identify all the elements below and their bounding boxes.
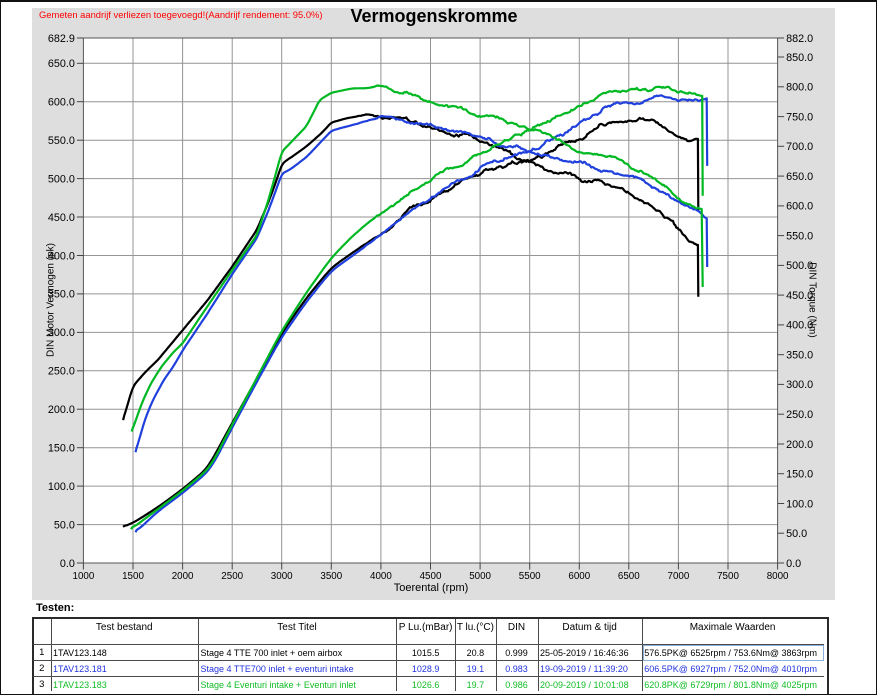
- svg-text:500.0: 500.0: [48, 173, 75, 185]
- svg-text:750.0: 750.0: [786, 111, 813, 123]
- svg-text:3500: 3500: [320, 571, 342, 582]
- svg-text:450.0: 450.0: [786, 290, 813, 302]
- svg-text:50.0: 50.0: [54, 519, 75, 531]
- svg-text:600.0: 600.0: [48, 97, 75, 109]
- svg-text:2000: 2000: [172, 571, 194, 582]
- svg-text:50.0: 50.0: [786, 528, 807, 540]
- svg-text:550.0: 550.0: [48, 135, 75, 147]
- svg-text:800.0: 800.0: [786, 82, 813, 94]
- svg-text:3000: 3000: [271, 571, 293, 582]
- svg-text:350.0: 350.0: [48, 289, 75, 301]
- svg-text:250.0: 250.0: [48, 366, 75, 378]
- svg-text:100.0: 100.0: [786, 498, 813, 510]
- svg-text:2500: 2500: [221, 571, 243, 582]
- svg-text:150.0: 150.0: [48, 443, 75, 455]
- svg-text:4000: 4000: [370, 571, 392, 582]
- svg-text:500.0: 500.0: [786, 260, 813, 272]
- svg-text:1000: 1000: [73, 571, 95, 582]
- svg-text:7500: 7500: [717, 571, 739, 582]
- svg-text:450.0: 450.0: [48, 212, 75, 224]
- svg-text:700.0: 700.0: [786, 141, 813, 153]
- svg-text:150.0: 150.0: [786, 469, 813, 481]
- svg-text:8000: 8000: [767, 571, 789, 582]
- svg-text:250.0: 250.0: [786, 409, 813, 421]
- svg-text:100.0: 100.0: [48, 481, 75, 493]
- svg-text:650.0: 650.0: [48, 58, 75, 70]
- svg-text:5500: 5500: [519, 571, 541, 582]
- svg-text:300.0: 300.0: [48, 327, 75, 339]
- svg-text:200.0: 200.0: [48, 404, 75, 416]
- svg-text:550.0: 550.0: [786, 230, 813, 242]
- svg-text:0.0: 0.0: [786, 558, 801, 570]
- svg-text:6000: 6000: [568, 571, 590, 582]
- svg-text:5000: 5000: [469, 571, 491, 582]
- svg-text:850.0: 850.0: [786, 52, 813, 64]
- svg-text:6500: 6500: [618, 571, 640, 582]
- svg-text:4500: 4500: [420, 571, 442, 582]
- svg-text:400.0: 400.0: [48, 250, 75, 262]
- svg-text:350.0: 350.0: [786, 350, 813, 362]
- svg-text:400.0: 400.0: [786, 320, 813, 332]
- svg-text:882.0: 882.0: [786, 33, 813, 45]
- svg-text:7000: 7000: [668, 571, 690, 582]
- svg-text:1500: 1500: [122, 571, 144, 582]
- svg-text:0.0: 0.0: [60, 558, 75, 570]
- svg-text:300.0: 300.0: [786, 379, 813, 391]
- svg-text:650.0: 650.0: [786, 171, 813, 183]
- svg-text:600.0: 600.0: [786, 201, 813, 213]
- svg-text:200.0: 200.0: [786, 439, 813, 451]
- svg-text:682.9: 682.9: [48, 33, 75, 45]
